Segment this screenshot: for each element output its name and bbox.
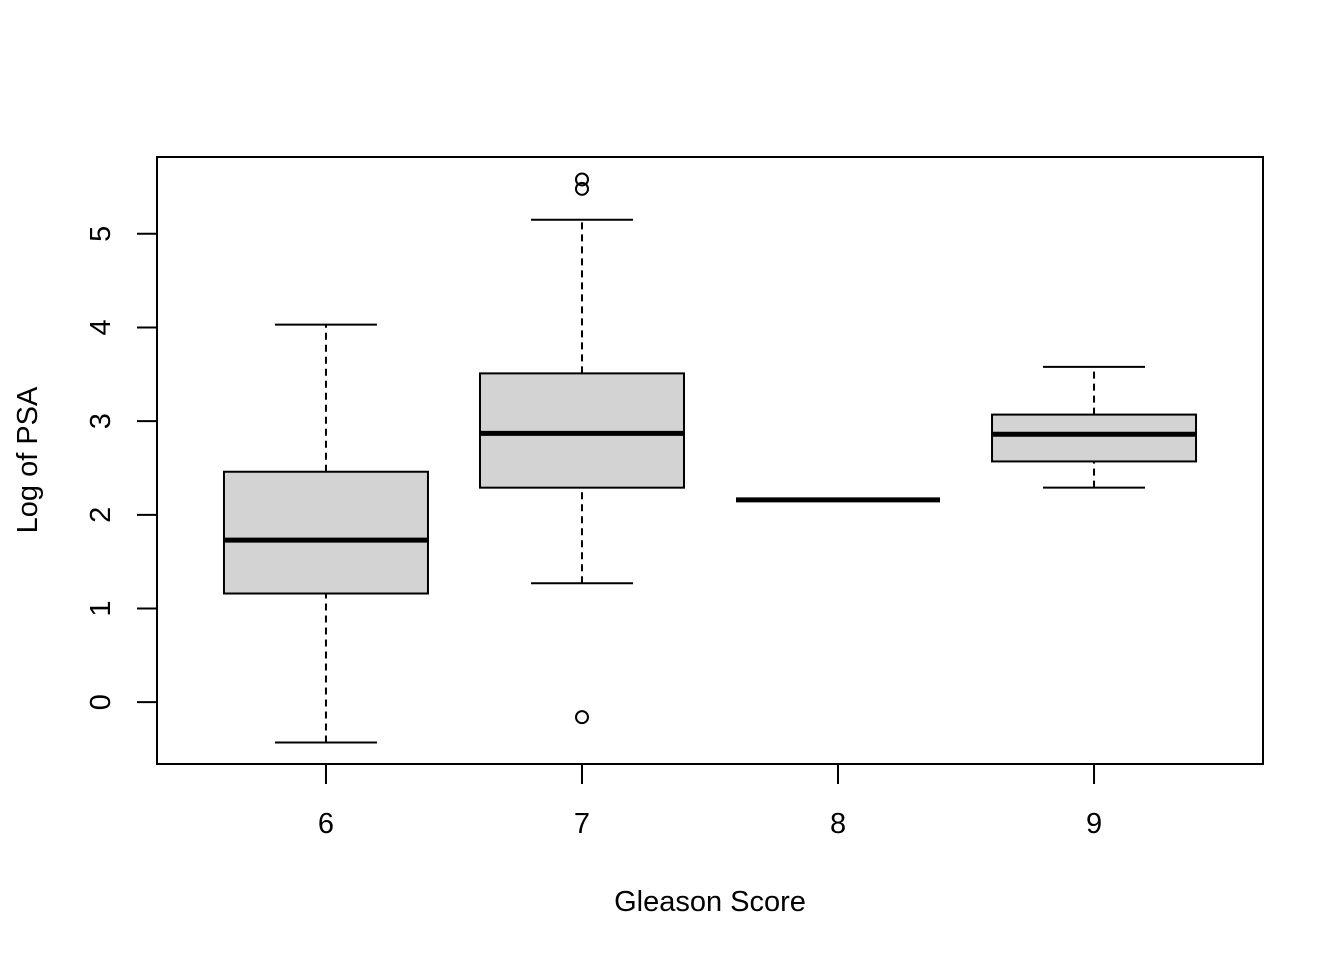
x-tick-label: 9 bbox=[1086, 808, 1102, 840]
y-tick-label: 4 bbox=[85, 319, 117, 335]
x-tick-label: 8 bbox=[830, 808, 846, 840]
iqr-box bbox=[478, 372, 685, 489]
y-tick-label: 1 bbox=[85, 600, 117, 616]
y-tick-label: 5 bbox=[85, 226, 117, 242]
y-tick-label: 2 bbox=[85, 507, 117, 523]
y-tick-label: 3 bbox=[85, 413, 117, 429]
x-axis-title: Gleason Score bbox=[614, 886, 806, 918]
axes-layer: 6 7 8 9 0 1 2 3 4 5 bbox=[85, 226, 1102, 840]
iqr-box bbox=[991, 413, 1198, 463]
y-axis-title: Log of PSA bbox=[12, 386, 44, 533]
x-tick-label: 7 bbox=[574, 808, 590, 840]
outlier-point bbox=[574, 710, 589, 725]
box-group-6 bbox=[222, 323, 429, 744]
outlier-point bbox=[574, 172, 589, 187]
y-tick-label: 0 bbox=[85, 694, 117, 710]
x-tick-label: 6 bbox=[318, 808, 334, 840]
box-group-9 bbox=[991, 365, 1198, 489]
boxes-layer bbox=[222, 172, 1198, 744]
outlier-point bbox=[574, 181, 589, 196]
iqr-box bbox=[222, 470, 429, 595]
box-group-7 bbox=[478, 172, 685, 725]
